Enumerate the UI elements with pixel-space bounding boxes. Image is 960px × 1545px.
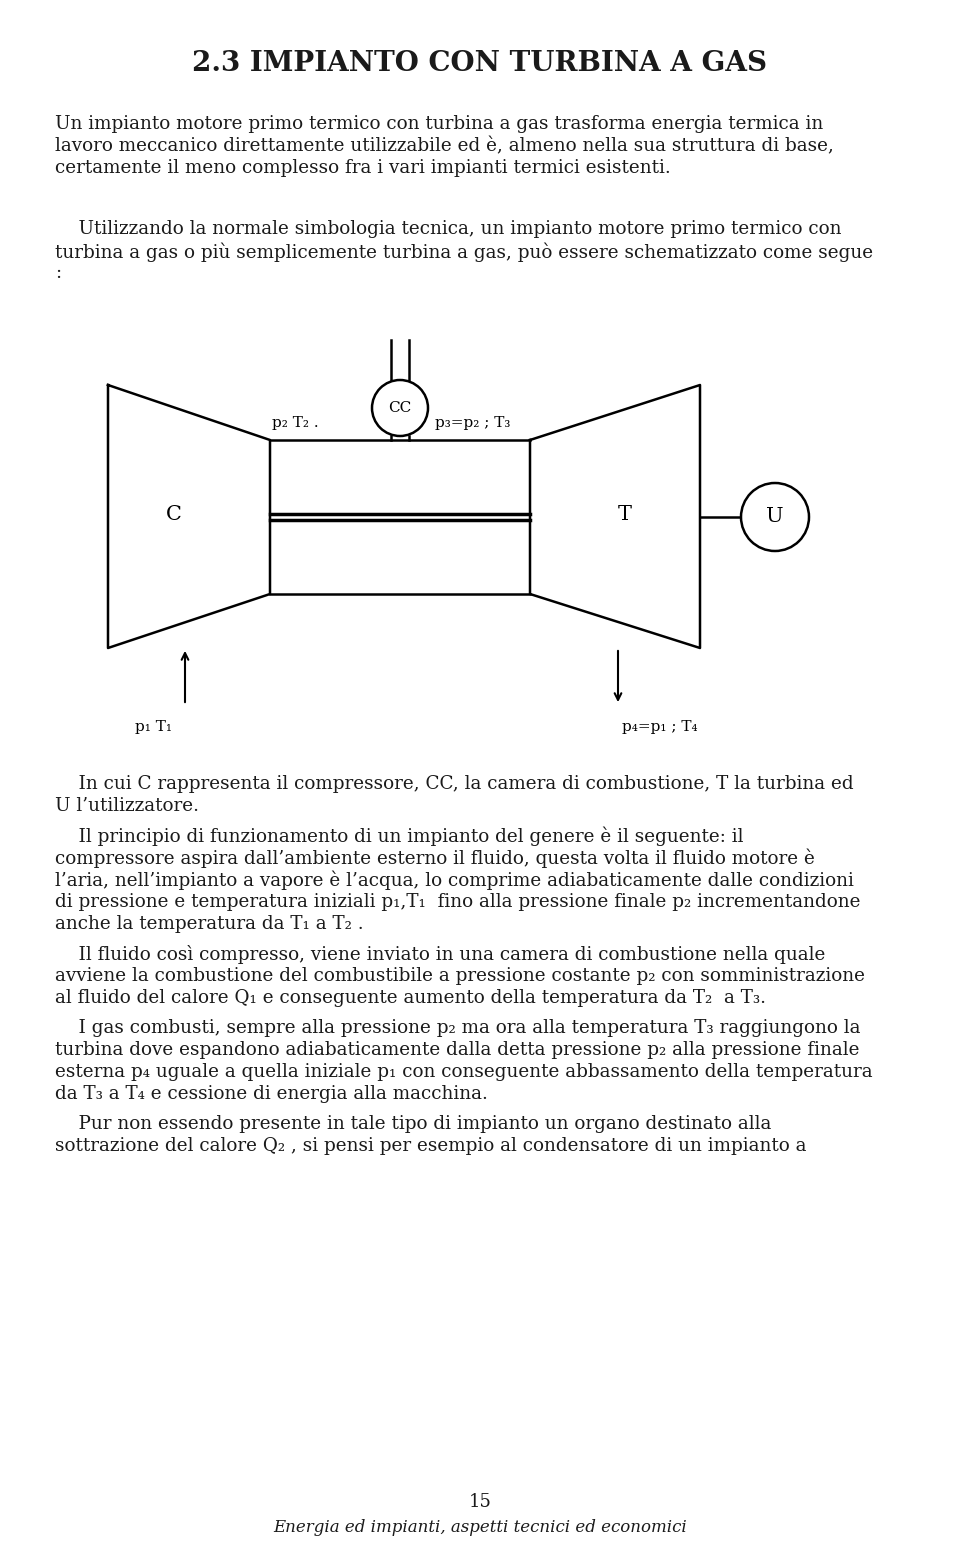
Text: anche la temperatura da T₁ a T₂ .: anche la temperatura da T₁ a T₂ . — [55, 915, 364, 933]
Text: U l’utilizzatore.: U l’utilizzatore. — [55, 797, 199, 816]
Text: I gas combusti, sempre alla pressione p₂ ma ora alla temperatura T₃ raggiungono : I gas combusti, sempre alla pressione p₂… — [55, 1020, 860, 1037]
Text: :: : — [55, 264, 61, 283]
Ellipse shape — [741, 484, 809, 552]
Text: p₄=p₁ ; T₄: p₄=p₁ ; T₄ — [622, 720, 698, 734]
Text: Energia ed impianti, aspetti tecnici ed economici: Energia ed impianti, aspetti tecnici ed … — [274, 1519, 686, 1536]
Text: l’aria, nell’impianto a vapore è l’acqua, lo comprime adiabaticamente dalle cond: l’aria, nell’impianto a vapore è l’acqua… — [55, 871, 853, 890]
Text: Un impianto motore primo termico con turbina a gas trasforma energia termica in: Un impianto motore primo termico con tur… — [55, 114, 824, 133]
Text: certamente il meno complesso fra i vari impianti termici esistenti.: certamente il meno complesso fra i vari … — [55, 159, 671, 178]
Text: CC: CC — [389, 402, 412, 416]
Text: In cui C rappresenta il compressore, CC, la camera di combustione, T la turbina : In cui C rappresenta il compressore, CC,… — [55, 776, 853, 793]
Text: T: T — [618, 505, 632, 524]
Text: 2.3 IMPIANTO CON TURBINA A GAS: 2.3 IMPIANTO CON TURBINA A GAS — [193, 49, 767, 77]
Text: turbina dove espandono adiabaticamente dalla detta pressione p₂ alla pressione f: turbina dove espandono adiabaticamente d… — [55, 1041, 859, 1058]
Text: Il fluido così compresso, viene inviato in una camera di combustione nella quale: Il fluido così compresso, viene inviato … — [55, 946, 826, 964]
Text: Pur non essendo presente in tale tipo di impianto un organo destinato alla: Pur non essendo presente in tale tipo di… — [55, 1115, 772, 1132]
Text: esterna p₄ uguale a quella iniziale p₁ con conseguente abbassamento della temper: esterna p₄ uguale a quella iniziale p₁ c… — [55, 1063, 873, 1081]
Text: avviene la combustione del combustibile a pressione costante p₂ con somministraz: avviene la combustione del combustibile … — [55, 967, 865, 986]
Text: 15: 15 — [468, 1492, 492, 1511]
Text: turbina a gas o più semplicemente turbina a gas, può essere schematizzato come s: turbina a gas o più semplicemente turbin… — [55, 243, 874, 261]
Text: Utilizzando la normale simbologia tecnica, un impianto motore primo termico con: Utilizzando la normale simbologia tecnic… — [55, 219, 842, 238]
Text: lavoro meccanico direttamente utilizzabile ed è, almeno nella sua struttura di b: lavoro meccanico direttamente utilizzabi… — [55, 138, 834, 154]
Text: U: U — [766, 507, 783, 527]
Text: da T₃ a T₄ e cessione di energia alla macchina.: da T₃ a T₄ e cessione di energia alla ma… — [55, 1085, 488, 1103]
Text: di pressione e temperatura iniziali p₁,T₁  fino alla pressione finale p₂ increme: di pressione e temperatura iniziali p₁,T… — [55, 893, 860, 912]
Text: p₃=p₂ ; T₃: p₃=p₂ ; T₃ — [435, 416, 511, 430]
Text: compressore aspira dall’ambiente esterno il fluido, questa volta il fluido motor: compressore aspira dall’ambiente esterno… — [55, 850, 815, 868]
Text: p₁ T₁: p₁ T₁ — [135, 720, 172, 734]
Text: al fluido del calore Q₁ e conseguente aumento della temperatura da T₂  a T₃.: al fluido del calore Q₁ e conseguente au… — [55, 989, 766, 1007]
Text: sottrazione del calore Q₂ , si pensi per esempio al condensatore di un impianto : sottrazione del calore Q₂ , si pensi per… — [55, 1137, 806, 1156]
Ellipse shape — [372, 380, 428, 436]
Text: Il principio di funzionamento di un impianto del genere è il seguente: il: Il principio di funzionamento di un impi… — [55, 827, 743, 847]
Text: C: C — [166, 505, 182, 524]
Text: p₂ T₂ .: p₂ T₂ . — [272, 416, 319, 430]
